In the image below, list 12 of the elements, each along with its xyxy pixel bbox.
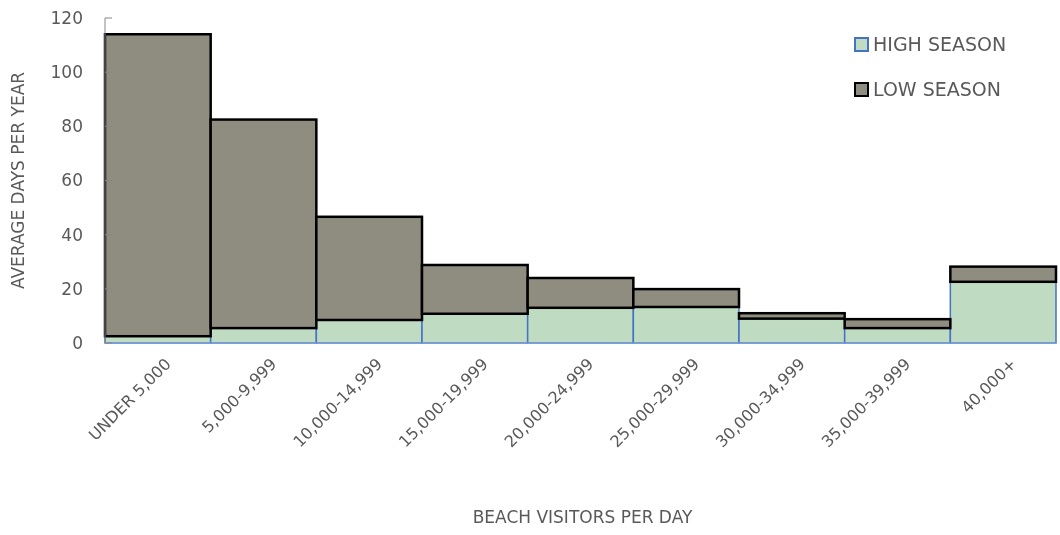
legend-label: HIGH SEASON <box>873 32 1007 55</box>
y-axis-title: AVERAGE DAYS PER YEAR <box>8 71 28 290</box>
y-tick-label: 100 <box>50 62 83 83</box>
y-tick-label: 80 <box>61 116 83 137</box>
y-tick-label: 120 <box>50 7 83 28</box>
y-tick-label: 40 <box>61 224 83 245</box>
y-tick-label: 0 <box>72 332 83 353</box>
bar <box>949 265 1058 284</box>
legend-label: LOW SEASON <box>873 77 1001 100</box>
x-axis-title: BEACH VISITORS PER DAY <box>472 507 693 527</box>
y-tick-label: 20 <box>61 278 83 299</box>
y-tick-label: 60 <box>61 170 83 191</box>
